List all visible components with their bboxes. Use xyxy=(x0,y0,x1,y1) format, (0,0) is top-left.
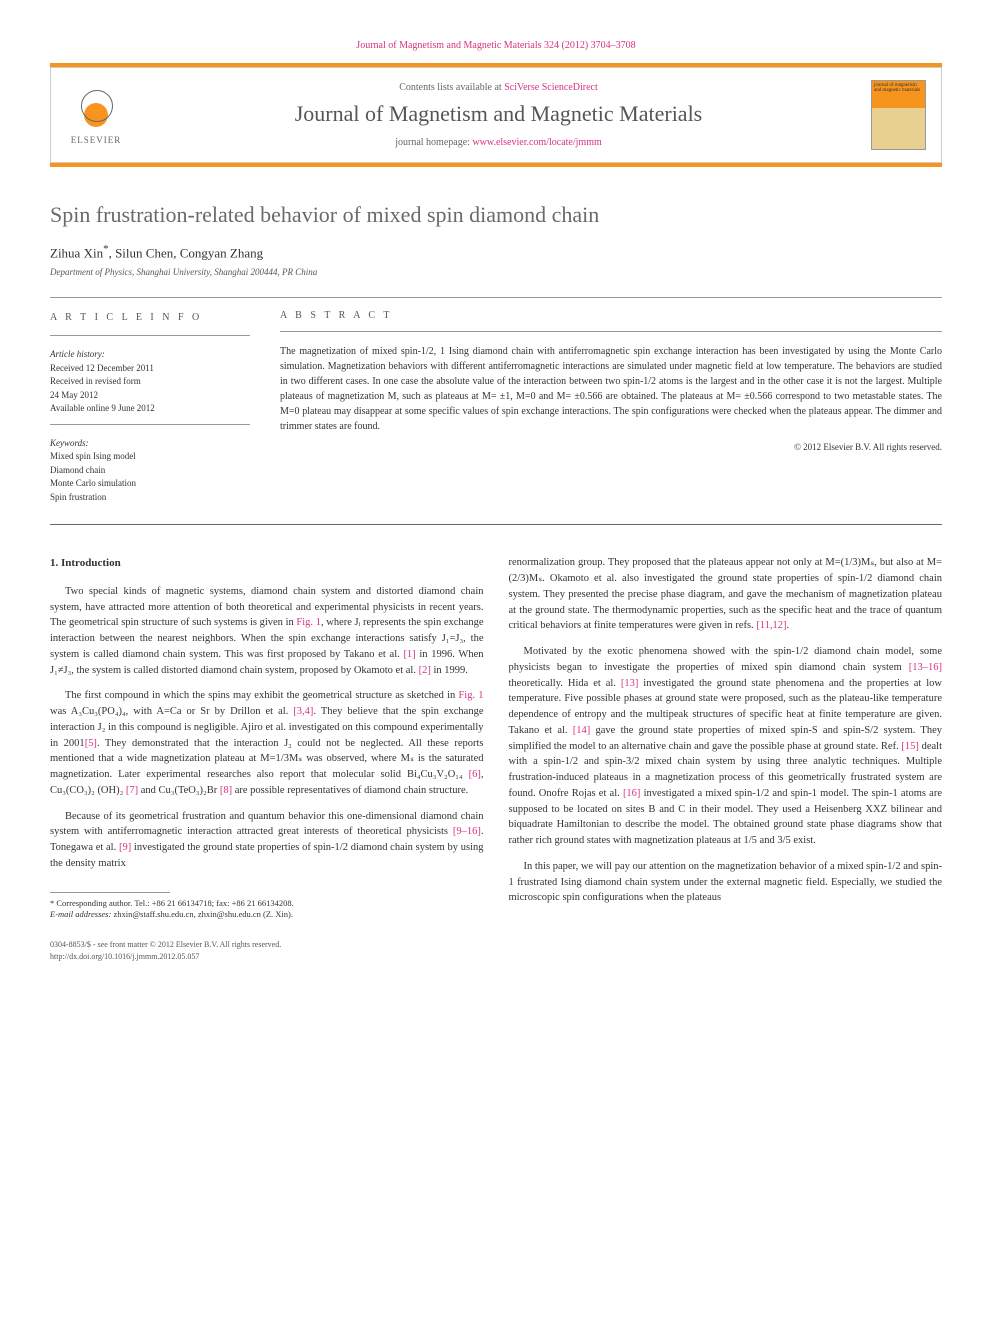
homepage-prefix: journal homepage: xyxy=(395,137,472,148)
paragraph-4: renormalization group. They proposed tha… xyxy=(509,555,943,634)
footer-line-2: http://dx.doi.org/10.1016/j.jmmm.2012.05… xyxy=(50,951,484,962)
p3-a: Because of its geometrical frustration a… xyxy=(50,811,484,838)
journal-citation: Journal of Magnetism and Magnetic Materi… xyxy=(50,40,942,51)
ref-5-link[interactable]: [5] xyxy=(85,738,97,749)
p4-a: renormalization group. They proposed tha… xyxy=(509,557,943,631)
ref-7-link[interactable]: [7] xyxy=(126,785,138,796)
fig-1-link[interactable]: Fig. 1 xyxy=(296,617,321,628)
ref-16-link[interactable]: [16] xyxy=(623,788,641,799)
abstract: A B S T R A C T The magnetization of mix… xyxy=(280,310,942,504)
article-info: A R T I C L E I N F O Article history: R… xyxy=(50,310,250,504)
footnote: * Corresponding author. Tel.: +86 21 661… xyxy=(50,898,484,922)
contents-prefix: Contents lists available at xyxy=(399,82,504,93)
abstract-heading: A B S T R A C T xyxy=(280,310,942,321)
journal-header: ELSEVIER Contents lists available at Sci… xyxy=(50,67,942,163)
abstract-text: The magnetization of mixed spin-1/2, 1 I… xyxy=(280,344,942,434)
p1-d: in 1999. xyxy=(431,665,468,676)
footer: 0304-8853/$ - see front matter © 2012 El… xyxy=(50,939,484,961)
ref-34-link[interactable]: [3,4] xyxy=(293,706,313,717)
abstract-divider xyxy=(280,331,942,332)
received-date: Received 12 December 2011 xyxy=(50,362,250,376)
keyword-3: Monte Carlo simulation xyxy=(50,477,250,491)
paragraph-2: The first compound in which the spins ma… xyxy=(50,688,484,798)
ref-1112-link[interactable]: [11,12] xyxy=(756,620,786,631)
column-left: 1. Introduction Two special kinds of mag… xyxy=(50,555,484,961)
keyword-1: Mixed spin Ising model xyxy=(50,450,250,464)
ref-916-link[interactable]: [9–16] xyxy=(453,826,481,837)
ref-13-link[interactable]: [13] xyxy=(621,678,639,689)
p5-a: Motivated by the exotic phenomena showed… xyxy=(509,646,943,673)
authors: Zihua Xin*, Silun Chen, Congyan Zhang xyxy=(50,243,942,261)
journal-cover-icon: journal of magnetism and magnetic materi… xyxy=(871,80,926,150)
homepage-link[interactable]: www.elsevier.com/locate/jmmm xyxy=(472,137,601,148)
email-label: E-mail addresses: xyxy=(50,909,111,919)
divider xyxy=(50,297,942,298)
affiliation: Department of Physics, Shanghai Universi… xyxy=(50,267,942,277)
ref-14-link[interactable]: [14] xyxy=(573,725,591,736)
ref-8-link[interactable]: [8] xyxy=(220,785,232,796)
footnote-divider xyxy=(50,892,170,893)
emails: zhxin@staff.shu.edu.cn, zhxin@shu.edu.cn… xyxy=(111,909,293,919)
p2-d: . They demonstrated that the interaction… xyxy=(50,738,484,781)
info-divider-2 xyxy=(50,424,250,425)
article-title: Spin frustration-related behavior of mix… xyxy=(50,202,942,228)
article-info-heading: A R T I C L E I N F O xyxy=(50,310,250,325)
ref-1316-link[interactable]: [13–16] xyxy=(909,662,942,673)
sciencedirect-link[interactable]: SciVerse ScienceDirect xyxy=(504,82,598,93)
elsevier-label: ELSEVIER xyxy=(71,135,122,145)
paragraph-3: Because of its geometrical frustration a… xyxy=(50,809,484,872)
journal-name: Journal of Magnetism and Magnetic Materi… xyxy=(141,101,856,127)
divider-thick xyxy=(50,524,942,525)
p2-a: The first compound in which the spins ma… xyxy=(65,690,458,701)
authors-rest: , Silun Chen, Congyan Zhang xyxy=(109,245,264,260)
author-1: Zihua Xin xyxy=(50,245,103,260)
p4-b: . xyxy=(787,620,790,631)
header-center: Contents lists available at SciVerse Sci… xyxy=(141,82,856,148)
copyright: © 2012 Elsevier B.V. All rights reserved… xyxy=(280,442,942,452)
info-abstract-row: A R T I C L E I N F O Article history: R… xyxy=(50,310,942,504)
column-right: renormalization group. They proposed tha… xyxy=(509,555,943,961)
revised-line-2: 24 May 2012 xyxy=(50,389,250,403)
elsevier-logo: ELSEVIER xyxy=(66,80,126,150)
ref-9-link[interactable]: [9] xyxy=(119,842,131,853)
bottom-bar xyxy=(50,163,942,167)
keywords-label: Keywords: xyxy=(50,437,250,451)
corresponding-author: * Corresponding author. Tel.: +86 21 661… xyxy=(50,898,484,910)
keyword-2: Diamond chain xyxy=(50,464,250,478)
section-heading: 1. Introduction xyxy=(50,555,484,572)
ref-2-link[interactable]: [2] xyxy=(419,665,431,676)
paragraph-6: In this paper, we will pay our attention… xyxy=(509,859,943,906)
p2-g: are possible representatives of diamond … xyxy=(232,785,468,796)
paragraph-1: Two special kinds of magnetic systems, d… xyxy=(50,584,484,679)
ref-6-link[interactable]: [6] xyxy=(469,769,481,780)
revised-line-1: Received in revised form xyxy=(50,375,250,389)
p2-b: was A₃Cu₃(PO₄)₄, with A=Ca or Sr by Dril… xyxy=(50,706,293,717)
p5-b: theoretically. Hida et al. xyxy=(509,678,621,689)
homepage-line: journal homepage: www.elsevier.com/locat… xyxy=(141,137,856,148)
online-date: Available online 9 June 2012 xyxy=(50,402,250,416)
fig-1-link-2[interactable]: Fig. 1 xyxy=(458,690,483,701)
email-line: E-mail addresses: zhxin@staff.shu.edu.cn… xyxy=(50,909,484,921)
keyword-4: Spin frustration xyxy=(50,491,250,505)
info-divider xyxy=(50,335,250,336)
contents-line: Contents lists available at SciVerse Sci… xyxy=(141,82,856,93)
elsevier-tree-icon xyxy=(71,85,121,135)
ref-15-link[interactable]: [15] xyxy=(901,741,919,752)
p2-f: and Cu₃(TeO₃)₂Br xyxy=(138,785,220,796)
paragraph-5: Motivated by the exotic phenomena showed… xyxy=(509,644,943,849)
ref-1-link[interactable]: [1] xyxy=(403,649,415,660)
body-columns: 1. Introduction Two special kinds of mag… xyxy=(50,555,942,961)
footer-line-1: 0304-8853/$ - see front matter © 2012 El… xyxy=(50,939,484,950)
history-label: Article history: xyxy=(50,348,250,362)
